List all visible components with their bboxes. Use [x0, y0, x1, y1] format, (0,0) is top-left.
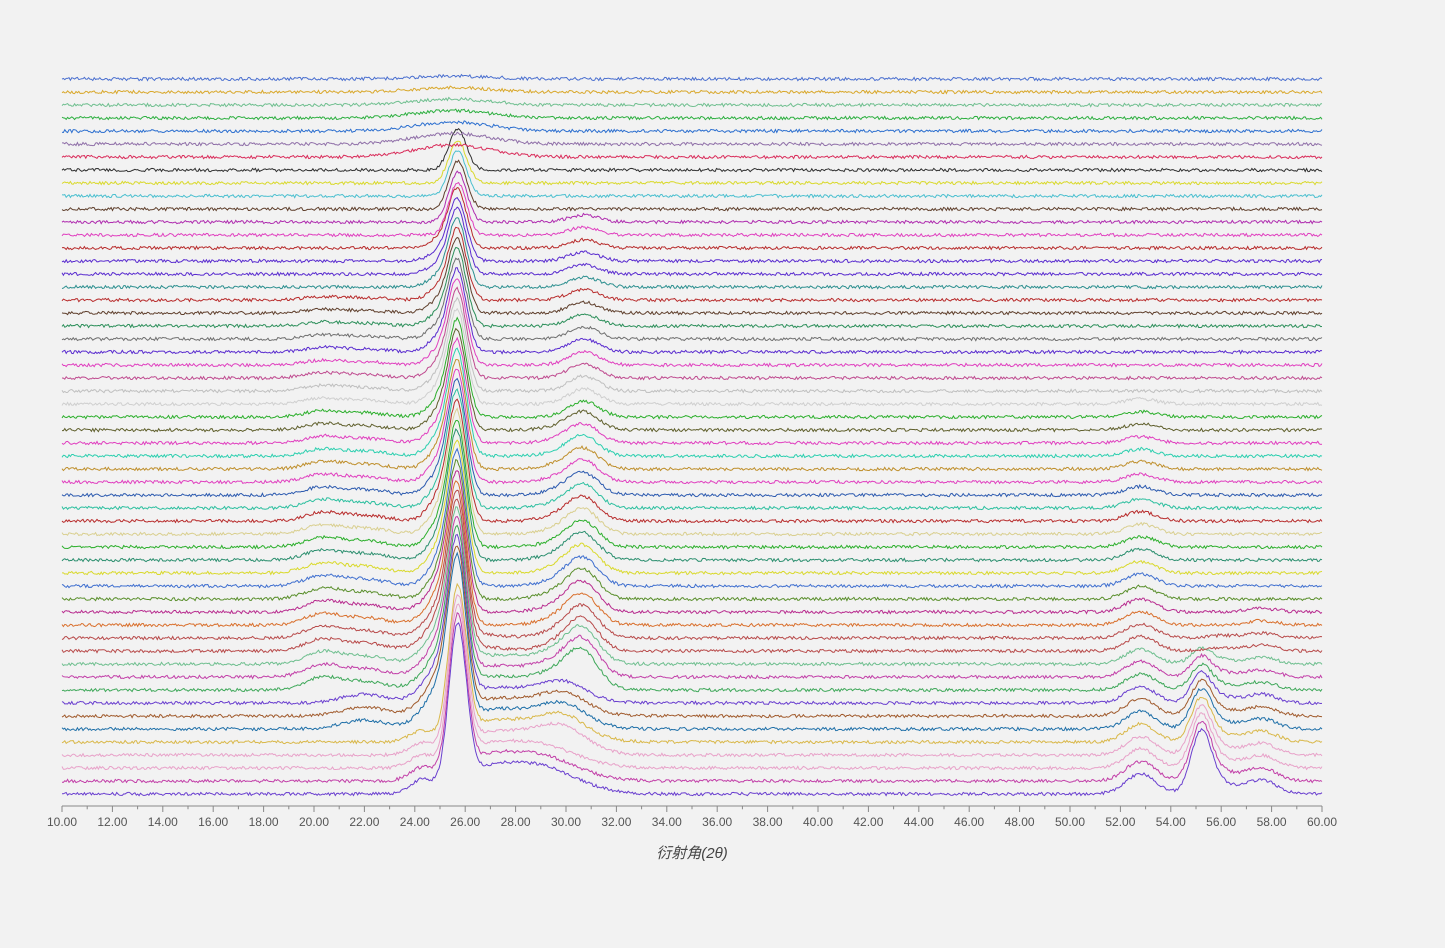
- x-axis-tick-label: 58.00: [1257, 815, 1287, 829]
- x-axis-tick-label: 20.00: [299, 815, 329, 829]
- x-axis-tick-label: 16.00: [198, 815, 228, 829]
- series-line: [62, 141, 1322, 184]
- x-axis-tick-label: 18.00: [249, 815, 279, 829]
- x-axis-tick-label: 54.00: [1156, 815, 1186, 829]
- x-axis-tick-label: 36.00: [702, 815, 732, 829]
- xrd-stacked-chart: 10.00 12.00 14.00 16.00 18.00 20.00 22.00 24.00…: [0, 0, 1445, 943]
- series-line: [62, 109, 1322, 120]
- x-axis-tick-label: 14.00: [148, 815, 178, 829]
- series-line: [62, 379, 1322, 497]
- x-axis-tick-label: 28.00: [501, 815, 531, 829]
- series-line: [62, 227, 1322, 301]
- series-line: [62, 409, 1322, 536]
- x-axis-tick-label: 38.00: [753, 815, 783, 829]
- x-axis-tick-label: 40.00: [803, 815, 833, 829]
- x-axis-tick-label: 24.00: [400, 815, 430, 829]
- series-line: [62, 86, 1322, 94]
- series-line: [62, 151, 1322, 198]
- x-axis-tick-label: 10.00: [47, 815, 77, 829]
- series-line: [62, 389, 1322, 510]
- x-axis-tick-label: 46.00: [954, 815, 984, 829]
- x-axis-tick-label: 22.00: [349, 815, 379, 829]
- series-line: [62, 160, 1322, 210]
- x-axis-tick-label: 42.00: [853, 815, 883, 829]
- series-line: [62, 517, 1322, 679]
- series-line: [62, 207, 1322, 275]
- series-line: [62, 238, 1322, 315]
- series-line: [62, 481, 1322, 627]
- series-line: [62, 279, 1322, 367]
- x-axis-tick-label: 34.00: [652, 815, 682, 829]
- series-line: [62, 132, 1322, 146]
- series-line: [62, 490, 1322, 639]
- series-line: [62, 546, 1322, 718]
- x-axis-tick-label: 50.00: [1055, 815, 1085, 829]
- series-line: [62, 460, 1322, 601]
- series-line: [62, 129, 1322, 172]
- series-line: [62, 623, 1322, 796]
- x-axis-label: 衍射角(2θ): [62, 842, 1322, 863]
- x-axis-tick-label: 60.00: [1307, 815, 1337, 829]
- x-axis-tick-label: 32.00: [601, 815, 631, 829]
- series-line: [62, 420, 1322, 548]
- x-axis-tick-label: 52.00: [1105, 815, 1135, 829]
- series-line: [62, 553, 1322, 731]
- series-line: [62, 75, 1322, 81]
- x-axis-tick-label: 48.00: [1005, 815, 1035, 829]
- x-axis-tick-label: 44.00: [904, 815, 934, 829]
- x-axis-tick-label: 12.00: [97, 815, 127, 829]
- x-axis-tick-label: 56.00: [1206, 815, 1236, 829]
- series-line: [62, 198, 1322, 263]
- series-line: [62, 98, 1322, 107]
- series-line: [62, 604, 1322, 770]
- series-line: [62, 121, 1322, 133]
- series-line: [62, 144, 1322, 159]
- series-line: [62, 218, 1322, 289]
- series-line: [62, 471, 1322, 614]
- x-axis-tick-label: 30.00: [551, 815, 581, 829]
- x-axis-tick-label: 26.00: [450, 815, 480, 829]
- series-line: [62, 258, 1322, 340]
- chart-svg: 10.00 12.00 14.00 16.00 18.00 20.00 22.00 24.00…: [0, 0, 1445, 943]
